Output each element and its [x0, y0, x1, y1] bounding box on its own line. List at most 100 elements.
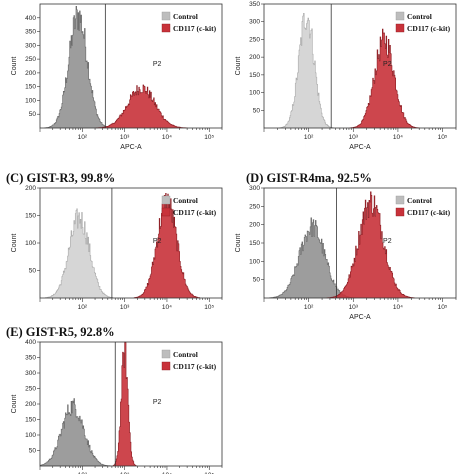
- x-tick-label: 10⁵: [438, 134, 448, 141]
- x-tick-label: 10³: [120, 472, 130, 474]
- histogram-bars: [278, 13, 334, 128]
- y-tick-label: 400: [25, 339, 36, 346]
- gate-label-p2: P2: [153, 238, 162, 245]
- x-tick-label: 10²: [78, 304, 88, 311]
- y-tick-label: 50: [253, 277, 261, 284]
- y-tick-label: 100: [249, 90, 260, 97]
- x-tick-label: 10³: [120, 304, 130, 311]
- y-tick-label: 250: [25, 386, 36, 393]
- y-tick-label: 150: [25, 213, 36, 220]
- x-tick-label: 10³: [349, 304, 359, 311]
- histogram-outline: [44, 5, 113, 129]
- y-tick-label: 300: [249, 19, 260, 26]
- series-cd117: [133, 193, 201, 298]
- y-tick-label: 200: [25, 401, 36, 408]
- y-axis-label: Count: [11, 234, 18, 253]
- y-tick-label: 100: [25, 432, 36, 439]
- y-tick-label: 100: [249, 258, 260, 265]
- series-control: [44, 5, 113, 129]
- histogram-outline: [95, 84, 188, 129]
- y-tick-label: 50: [29, 268, 37, 275]
- y-tick-label: 300: [25, 370, 36, 377]
- histogram-outline: [40, 398, 112, 467]
- y-axis-label: Count: [235, 234, 242, 253]
- x-tick-label: 10⁴: [393, 304, 403, 311]
- legend-swatch: [161, 361, 171, 371]
- panel-title: (C) GIST-R3, 99.8%: [6, 171, 115, 185]
- plot-frame: [39, 3, 223, 129]
- histogram-outline: [326, 191, 416, 299]
- histogram-outline: [349, 28, 420, 129]
- legend-label: Control: [173, 196, 198, 205]
- legend-swatch: [161, 349, 171, 359]
- histogram-bars: [349, 29, 420, 128]
- panel-a: P2 10² 10³ 10⁴ 10⁵ 50 100 150 200 250 300 350 400 APC…: [11, 3, 223, 151]
- x-axis-label: APC-A: [349, 314, 371, 321]
- panel-title: (E) GIST-R5, 92.8%: [6, 325, 115, 339]
- x-axis-label: APC-A: [120, 144, 142, 151]
- panel-d: (D) GIST-R4ma, 92.5% P2 10² 10³ 10⁴ 10⁵ 50 100 1…: [235, 171, 457, 321]
- histogram-bars: [269, 217, 356, 298]
- series-cd117: [349, 28, 420, 129]
- y-tick-label: 150: [249, 240, 260, 247]
- legend: Control CD117 (c-kit): [395, 11, 451, 33]
- legend: Control CD117 (c-kit): [161, 195, 217, 217]
- histogram-bars: [326, 191, 416, 298]
- histogram-outline: [44, 208, 114, 299]
- y-axis-label: Count: [11, 395, 18, 414]
- legend-swatch: [395, 207, 405, 217]
- y-tick-label: 150: [25, 84, 36, 91]
- y-tick-label: 400: [25, 15, 36, 22]
- histogram-outline: [133, 193, 201, 298]
- y-tick-label: 200: [249, 222, 260, 229]
- series-control: [269, 217, 356, 299]
- legend-swatch: [395, 195, 405, 205]
- histogram-bars: [44, 208, 114, 298]
- y-axis-label: Count: [11, 57, 18, 76]
- legend: Control CD117 (c-kit): [161, 349, 217, 371]
- x-tick-label: 10⁴: [393, 134, 403, 141]
- x-axis-label: APC-A: [349, 144, 371, 151]
- gate-label-p2: P2: [153, 61, 162, 68]
- y-tick-label: 250: [249, 36, 260, 43]
- y-tick-label: 100: [25, 97, 36, 104]
- y-tick-label: 250: [249, 203, 260, 210]
- legend: Control CD117 (c-kit): [395, 195, 451, 217]
- series-cd117: [95, 84, 188, 129]
- x-tick-label: 10⁵: [204, 472, 214, 474]
- legend-swatch: [395, 11, 405, 21]
- y-tick-label: 50: [253, 107, 261, 114]
- gate-label-p2: P2: [153, 399, 162, 406]
- legend-label: CD117 (c-kit): [173, 24, 217, 33]
- series-control: [44, 208, 114, 299]
- legend-label: Control: [173, 12, 198, 21]
- panel-b: P2 10² 10³ 10⁴ 10⁵ 50 100 150 200 250 300 350 APC-A C…: [235, 1, 457, 151]
- legend-label: Control: [407, 12, 432, 21]
- y-tick-label: 150: [249, 72, 260, 79]
- histogram-bars: [133, 193, 201, 298]
- panel-e: (E) GIST-R5, 92.8% P2 10² 10³ 10⁴ 10⁵ 50 100 150…: [6, 325, 223, 474]
- histogram-bars: [112, 342, 137, 466]
- legend-label: CD117 (c-kit): [407, 208, 451, 217]
- series-cd117: [326, 191, 416, 299]
- x-tick-label: 10²: [304, 134, 314, 141]
- y-tick-label: 100: [25, 240, 36, 247]
- y-tick-label: 200: [249, 54, 260, 61]
- x-tick-label: 10³: [349, 134, 359, 141]
- y-tick-label: 300: [249, 185, 260, 192]
- legend-label: CD117 (c-kit): [173, 362, 217, 371]
- y-tick-label: 200: [25, 70, 36, 77]
- legend-swatch: [161, 195, 171, 205]
- x-tick-label: 10⁵: [204, 304, 214, 311]
- y-tick-label: 350: [249, 1, 260, 8]
- x-tick-label: 10⁵: [204, 134, 214, 141]
- gate-label-p2: P2: [383, 61, 392, 68]
- x-tick-label: 10⁵: [438, 304, 448, 311]
- plot-frame: [263, 3, 457, 129]
- legend-label: Control: [407, 196, 432, 205]
- x-tick-label: 10³: [120, 134, 130, 141]
- x-tick-label: 10²: [78, 134, 88, 141]
- y-tick-label: 250: [25, 56, 36, 63]
- legend-swatch: [161, 207, 171, 217]
